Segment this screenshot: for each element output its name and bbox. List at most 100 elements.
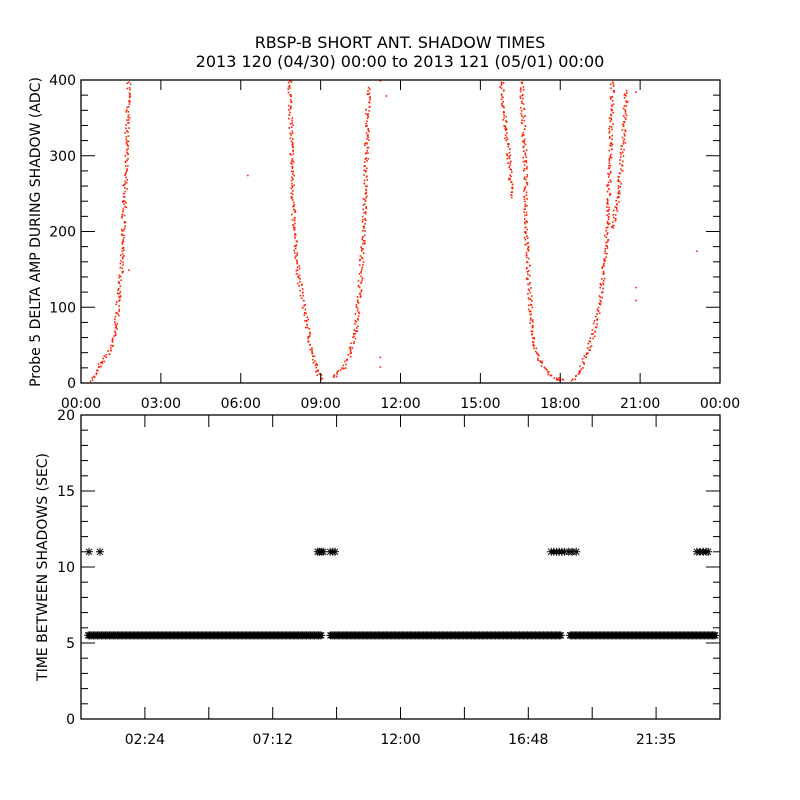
data-point <box>126 169 128 172</box>
data-point <box>289 137 292 139</box>
data-point <box>614 206 616 208</box>
data-point <box>535 347 538 350</box>
data-point <box>588 340 591 343</box>
data-point <box>597 310 600 312</box>
data-point <box>349 350 352 353</box>
data-point <box>617 195 620 198</box>
data-point <box>103 355 106 357</box>
data-point <box>524 154 527 156</box>
data-point <box>291 185 294 187</box>
data-point <box>523 195 526 198</box>
data-point <box>622 160 624 163</box>
data-point <box>523 164 526 166</box>
data-point <box>116 323 119 325</box>
data-point <box>359 258 361 261</box>
data-point <box>610 153 612 156</box>
top-plot-frame <box>80 79 721 384</box>
data-point <box>623 105 626 107</box>
data-point <box>601 267 603 269</box>
data-point <box>607 184 610 187</box>
data-point <box>606 233 608 235</box>
data-point <box>364 158 367 160</box>
data-point <box>522 156 524 159</box>
data-point <box>369 98 371 101</box>
data-point <box>615 206 618 209</box>
top-plot: 0 100 200 300 400 00:00 03:00 06:00 09:00 12:00 15… <box>28 73 740 412</box>
data-point <box>123 214 126 217</box>
data-point <box>362 198 365 200</box>
data-point <box>624 93 626 95</box>
data-point <box>121 234 123 236</box>
data-point <box>623 97 626 99</box>
data-point <box>527 246 530 249</box>
data-point <box>97 369 99 372</box>
data-point <box>121 247 124 249</box>
data-point <box>321 377 324 380</box>
data-point <box>122 246 125 249</box>
data-point <box>359 264 361 266</box>
data-point <box>352 336 354 339</box>
data-point <box>607 215 610 218</box>
data-point <box>359 292 361 295</box>
data-point <box>608 158 610 160</box>
data-point <box>608 176 610 178</box>
data-point <box>526 174 529 176</box>
data-point <box>579 365 581 368</box>
asterisk-point <box>319 547 328 556</box>
data-point <box>525 160 527 162</box>
data-point <box>290 101 293 104</box>
data-point <box>290 192 293 194</box>
data-point <box>111 339 114 342</box>
data-point <box>287 91 290 94</box>
data-point <box>527 283 529 286</box>
data-point <box>510 175 512 178</box>
data-point <box>530 317 532 320</box>
data-point <box>367 129 370 131</box>
data-point <box>550 374 553 377</box>
data-point <box>528 304 530 307</box>
data-point <box>610 181 612 183</box>
data-point <box>354 313 357 315</box>
data-point <box>525 156 527 158</box>
data-point <box>366 147 369 149</box>
data-point <box>296 240 298 243</box>
data-point <box>124 173 127 175</box>
data-point <box>307 318 309 321</box>
data-point <box>127 158 129 160</box>
data-point <box>502 119 504 121</box>
data-point <box>289 85 291 87</box>
data-point <box>368 88 371 90</box>
x-tick-label: 06:00 <box>221 396 261 412</box>
data-point <box>366 150 369 152</box>
data-point <box>549 374 552 377</box>
data-point <box>121 250 124 252</box>
data-point <box>293 252 296 254</box>
data-point <box>522 97 524 100</box>
data-point <box>365 122 367 125</box>
data-point <box>525 149 528 152</box>
data-point <box>307 341 310 343</box>
data-point <box>523 142 525 144</box>
data-point <box>602 282 604 284</box>
data-point <box>93 375 95 378</box>
data-point <box>596 326 598 328</box>
data-point <box>297 275 299 278</box>
data-point <box>608 130 611 133</box>
data-point <box>292 227 295 229</box>
data-point <box>291 132 294 134</box>
data-point <box>503 89 505 92</box>
data-point <box>123 249 125 252</box>
data-point <box>530 330 533 332</box>
data-point <box>625 114 628 117</box>
data-point <box>621 129 624 131</box>
data-point <box>289 99 292 101</box>
data-point <box>298 274 301 277</box>
data-point <box>505 139 508 142</box>
data-point <box>605 241 607 244</box>
data-point <box>312 358 314 361</box>
data-point <box>536 352 538 354</box>
data-point <box>624 141 627 144</box>
data-point <box>126 179 129 181</box>
data-point <box>524 222 526 225</box>
data-point <box>524 226 526 229</box>
